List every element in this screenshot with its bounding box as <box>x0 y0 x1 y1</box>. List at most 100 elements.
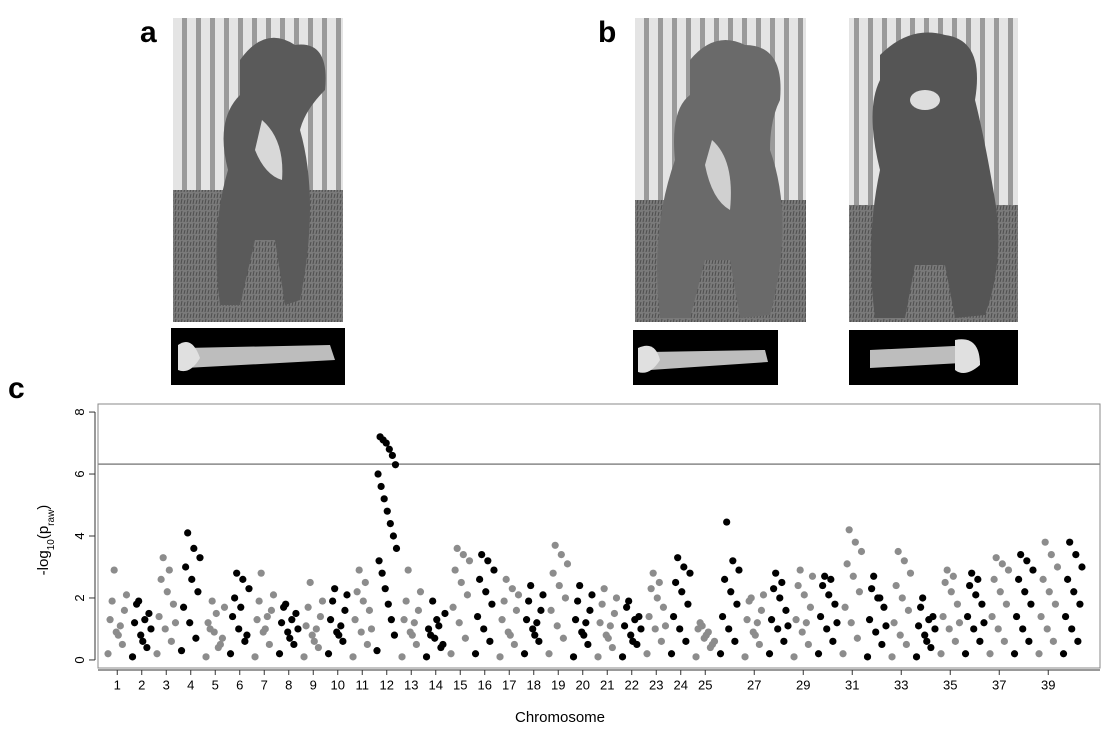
snp-point <box>582 619 590 627</box>
snp-point <box>137 631 145 639</box>
snp-point <box>292 609 300 618</box>
snp-point <box>1023 557 1031 565</box>
snp-point <box>755 640 763 649</box>
snp-point <box>845 526 853 534</box>
snp-point <box>819 581 827 590</box>
x-tick-label: 24 <box>674 677 688 692</box>
snp-point <box>381 585 389 593</box>
snp-point <box>686 569 694 577</box>
snp-point <box>288 616 296 624</box>
x-tick-label: 8 <box>285 677 292 692</box>
snp-point <box>220 603 229 611</box>
snp-point <box>263 612 271 621</box>
snp-point <box>506 631 514 639</box>
snp-point <box>190 544 198 552</box>
snp-point <box>684 600 692 608</box>
x-tick-label: 3 <box>163 677 170 692</box>
y-axis-label-part: ) <box>35 505 52 510</box>
xray-b2 <box>849 330 1018 385</box>
snp-point <box>1012 612 1021 621</box>
x-tick-label: 35 <box>943 677 957 692</box>
snp-point <box>961 650 970 658</box>
snp-point <box>868 585 876 593</box>
x-tick-label: 14 <box>429 677 443 692</box>
snp-point <box>625 597 633 605</box>
snp-point <box>286 634 294 642</box>
snp-point <box>596 619 604 627</box>
snp-point <box>637 625 645 633</box>
snp-point <box>520 650 529 658</box>
snp-point <box>731 637 739 645</box>
snp-point <box>839 650 847 658</box>
snp-point <box>1002 600 1011 608</box>
snp-point <box>451 566 459 574</box>
x-tick-label: 29 <box>796 677 810 692</box>
snp-point <box>945 625 953 633</box>
snp-point <box>653 594 661 602</box>
snp-point <box>551 541 559 549</box>
snp-point <box>165 566 173 574</box>
snp-point <box>392 544 401 552</box>
snp-point <box>655 578 663 587</box>
snp-point <box>1029 566 1037 574</box>
snp-point <box>196 554 204 562</box>
x-tick-label: 13 <box>404 677 418 692</box>
snp-point <box>429 597 437 605</box>
snp-point <box>553 622 561 630</box>
snp-point <box>620 622 629 630</box>
x-tick-label: 22 <box>625 677 639 692</box>
snp-point <box>202 653 210 661</box>
snp-point <box>610 609 619 618</box>
snp-point <box>669 612 678 621</box>
snp-point <box>919 594 927 602</box>
y-axis-label-part: 10 <box>46 539 57 551</box>
snp-point <box>1000 637 1008 645</box>
snp-point <box>808 572 817 580</box>
snp-point <box>849 572 857 580</box>
snp-point <box>925 616 933 624</box>
snp-point <box>941 578 949 587</box>
snp-point <box>135 597 143 605</box>
snp-point <box>545 650 553 658</box>
snp-point <box>192 634 200 642</box>
snp-point <box>476 575 484 583</box>
snp-point <box>1059 650 1068 658</box>
snp-point <box>892 581 900 590</box>
snp-point <box>574 597 582 605</box>
snp-point <box>704 628 712 636</box>
snp-point <box>308 631 316 639</box>
x-tick-label: 1 <box>114 677 121 692</box>
snp-point <box>576 581 584 590</box>
snp-point <box>374 470 382 478</box>
snp-point <box>116 622 124 630</box>
snp-point <box>939 612 947 621</box>
snp-point <box>735 566 743 574</box>
snp-point <box>682 637 690 645</box>
snp-point <box>943 566 951 574</box>
snp-point <box>674 554 682 562</box>
snp-point <box>206 625 214 633</box>
snp-point <box>290 640 298 649</box>
snp-point <box>186 619 194 627</box>
snp-point <box>776 594 784 602</box>
photo-a <box>173 18 343 322</box>
snp-point <box>400 616 408 624</box>
snp-point <box>888 653 896 661</box>
snp-point <box>741 653 749 661</box>
snp-point <box>955 619 964 627</box>
snp-point <box>678 588 686 596</box>
snp-point <box>557 550 565 559</box>
snp-point <box>441 609 449 618</box>
snp-point <box>529 625 537 633</box>
snp-point <box>361 578 369 587</box>
snp-point <box>757 606 766 614</box>
snp-point <box>357 628 365 636</box>
snp-point <box>1066 538 1074 546</box>
snp-point <box>657 637 665 645</box>
snp-point <box>825 591 833 599</box>
snp-point <box>1037 612 1045 621</box>
snp-point <box>385 445 393 453</box>
x-tick-label: 19 <box>551 677 565 692</box>
snp-point <box>951 637 959 645</box>
snp-point <box>204 619 212 627</box>
